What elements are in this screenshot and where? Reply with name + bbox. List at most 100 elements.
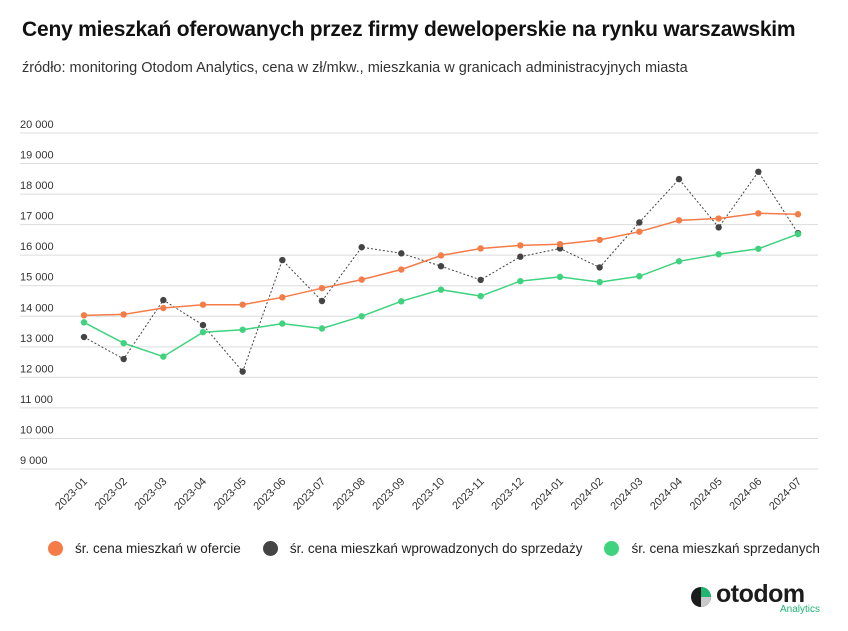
y-tick-label: 18 000 <box>20 180 54 192</box>
series-offer-point <box>318 284 326 292</box>
x-axis-tick-labels: 2023-01 2023-02 2023-03 2023-04 2023-05 2023-… <box>53 476 804 513</box>
series-sold-point <box>398 298 405 305</box>
x-tick-label: 2024-06 <box>727 476 764 513</box>
series-introduced-point <box>675 175 683 183</box>
x-tick-label: 2023-10 <box>410 476 447 513</box>
series-sold-point <box>715 251 722 258</box>
series-introduced <box>80 168 802 375</box>
y-tick-label: 19 000 <box>20 150 54 162</box>
series-introduced-point <box>517 253 524 260</box>
x-tick-label: 2023-09 <box>370 476 407 513</box>
grid-lines <box>20 132 818 470</box>
series-introduced-point <box>477 276 484 284</box>
series-sold-point <box>675 258 683 265</box>
series-offer-point <box>80 312 88 319</box>
series-offer-point <box>160 304 167 312</box>
series-sold-point <box>794 230 802 238</box>
x-tick-label: 2024-01 <box>529 476 566 513</box>
y-tick-label: 14 000 <box>20 302 54 314</box>
series-introduced-point <box>596 264 603 271</box>
series-sold-point <box>120 339 127 347</box>
series-sold-point <box>160 353 167 360</box>
x-tick-label: 2024-07 <box>767 476 804 513</box>
legend-label-sold: śr. cena mieszkań sprzedanych <box>631 541 820 556</box>
series-sold-point <box>477 292 484 300</box>
series-offer-point <box>755 210 762 217</box>
series-sold-point <box>596 278 603 286</box>
series-offer <box>80 210 802 319</box>
series-introduced-point <box>199 321 207 329</box>
legend-dot-offer <box>48 541 63 556</box>
series-introduced-point <box>160 296 167 304</box>
legend-label-offer: śr. cena mieszkań w ofercie <box>75 541 241 556</box>
y-tick-label: 20 000 <box>20 119 54 131</box>
x-tick-label: 2024-03 <box>608 476 645 513</box>
y-tick-label: 17 000 <box>20 211 54 223</box>
legend-dot-sold <box>604 541 620 556</box>
x-tick-label: 2023-05 <box>212 476 249 513</box>
logo-brand: otodom <box>716 580 805 608</box>
series-offer-point <box>120 311 127 318</box>
series-offer-point <box>279 294 286 301</box>
series-offer-point <box>477 245 484 252</box>
series-introduced-point <box>120 355 127 363</box>
otodom-analytics-logo: otodom Analytics <box>690 580 820 618</box>
series-offer-point <box>398 266 405 273</box>
y-tick-label: 11 000 <box>20 394 53 406</box>
series-sold-point <box>517 277 524 285</box>
series-offer-point <box>715 215 722 222</box>
series-introduced-point <box>755 168 762 175</box>
series-sold <box>80 230 802 360</box>
y-tick-label: 13 000 <box>20 333 54 345</box>
chart-subtitle: źródło: monitoring Otodom Analytics, cen… <box>22 60 688 76</box>
series-sold-point <box>755 245 762 252</box>
x-tick-label: 2023-06 <box>251 476 288 513</box>
y-tick-label: 16 000 <box>20 241 54 253</box>
x-tick-label: 2023-12 <box>489 476 526 513</box>
series-sold-point <box>636 273 643 280</box>
legend: śr. cena mieszkań w ofercie śr. cena mie… <box>48 541 842 556</box>
x-tick-label: 2023-02 <box>93 476 130 513</box>
series-offer-point <box>358 276 365 283</box>
x-tick-label: 2024-05 <box>688 476 725 513</box>
series-sold-point <box>239 326 246 333</box>
series-sold-point <box>318 325 326 332</box>
series-offer-point <box>199 301 207 308</box>
series-introduced-point <box>437 262 445 270</box>
series-offer-point <box>517 242 524 249</box>
series-sold-point <box>80 319 88 326</box>
legend-dot-introduced <box>262 541 278 556</box>
logo-sub: Analytics <box>779 604 820 615</box>
x-tick-label: 2023-07 <box>291 476 328 513</box>
series-introduced-point <box>636 219 643 226</box>
y-tick-label: 10 000 <box>20 424 54 436</box>
otodom-logo-icon <box>691 587 711 607</box>
x-tick-label: 2024-02 <box>569 476 606 513</box>
series-introduced-line <box>83 170 799 373</box>
y-tick-label: 15 000 <box>20 272 54 284</box>
legend-item-sold: śr. cena mieszkań sprzedanych <box>604 541 820 556</box>
y-axis-tick-labels: 9 000 10 000 11 000 12 000 13 000 14 000 15 00… <box>20 119 54 467</box>
series-offer-point <box>636 228 643 235</box>
series-sold-point <box>556 273 564 281</box>
series-sold-point <box>199 328 207 336</box>
series-introduced-point <box>239 368 246 375</box>
series-introduced-point <box>715 224 722 231</box>
series-offer-point <box>556 240 564 248</box>
series-offer-point <box>437 252 445 259</box>
series-sold-point <box>437 286 445 293</box>
x-tick-label: 2023-11 <box>450 476 486 512</box>
y-tick-label: 9 000 <box>20 455 48 467</box>
x-tick-label: 2023-08 <box>331 476 368 513</box>
series-introduced-point <box>398 250 405 257</box>
series-offer-point <box>596 236 603 244</box>
series-introduced-point <box>358 244 365 251</box>
series-offer-point <box>675 217 683 224</box>
legend-item-offer: śr. cena mieszkań w ofercie <box>48 541 241 556</box>
x-tick-label: 2024-04 <box>648 476 685 513</box>
chart-title: Ceny mieszkań oferowanych przez firmy de… <box>22 18 796 41</box>
series-introduced-point <box>279 256 286 264</box>
y-tick-label: 12 000 <box>20 363 54 375</box>
series-introduced-point <box>80 333 88 341</box>
